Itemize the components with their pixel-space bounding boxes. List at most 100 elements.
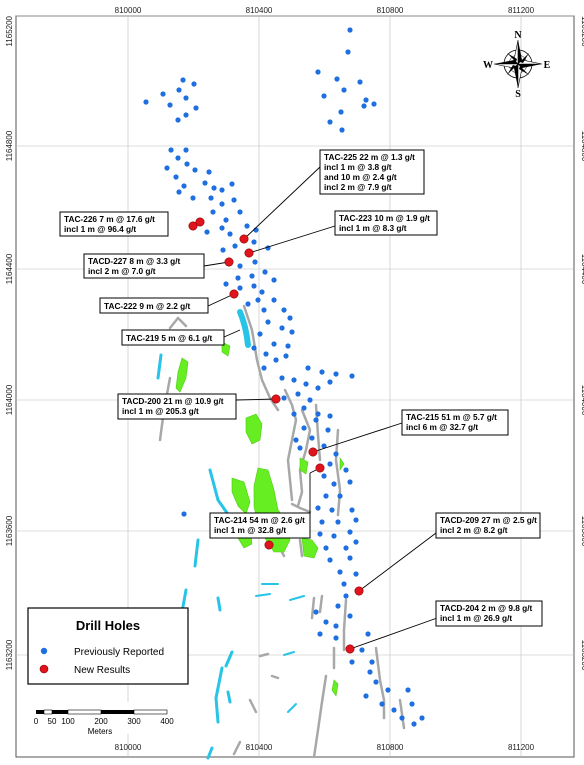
- new-hole-tac-215: [308, 447, 318, 457]
- drill-hole-marker: [283, 353, 289, 359]
- drill-hole-marker: [190, 195, 196, 201]
- drill-hole-marker: [409, 701, 415, 707]
- drill-hole-marker: [321, 443, 327, 449]
- svg-text:incl 6 m @ 32.7 g/t: incl 6 m @ 32.7 g/t: [406, 422, 478, 432]
- drill-hole-marker: [339, 127, 345, 133]
- drill-hole-marker: [223, 281, 229, 287]
- svg-text:TAC-222 9 m @ 2.2 g/t: TAC-222 9 m @ 2.2 g/t: [104, 301, 191, 311]
- svg-text:TAC-225 22 m @ 1.3 g/t: TAC-225 22 m @ 1.3 g/t: [324, 152, 415, 162]
- drill-hole-marker: [341, 581, 347, 587]
- drill-hole-marker: [229, 181, 235, 187]
- drill-hole-marker: [335, 603, 341, 609]
- drill-hole-marker: [367, 669, 373, 675]
- drill-hole-marker: [168, 147, 174, 153]
- compass-w: W: [483, 60, 493, 71]
- drill-hole-marker: [289, 329, 295, 335]
- x-label-bottom-4: 811200: [508, 743, 535, 752]
- drill-hole-marker: [333, 451, 339, 457]
- drill-hole-marker: [319, 369, 325, 375]
- y-label-right-3: 1164400: [580, 254, 584, 285]
- drill-hole-marker: [202, 180, 208, 186]
- drill-hole-marker: [327, 413, 333, 419]
- svg-text:incl 2 m @ 7.9 g/t: incl 2 m @ 7.9 g/t: [324, 182, 392, 192]
- drill-hole-marker: [347, 555, 353, 561]
- drill-hole-marker: [164, 165, 170, 171]
- drill-hole-marker: [331, 481, 337, 487]
- svg-text:TACD-227 8 m @ 3.3 g/t: TACD-227 8 m @ 3.3 g/t: [88, 256, 181, 266]
- new-hole-tacd-200: [271, 394, 281, 404]
- drill-hole-marker: [175, 117, 181, 123]
- drill-hole-marker: [244, 223, 250, 229]
- svg-text:TAC-214 54 m @ 2.6 g/t: TAC-214 54 m @ 2.6 g/t: [214, 515, 305, 525]
- drill-hole-marker: [307, 397, 313, 403]
- drill-hole-marker: [167, 102, 173, 108]
- drill-hole-marker: [327, 379, 333, 385]
- svg-text:300: 300: [127, 717, 141, 726]
- compass-s: S: [515, 89, 521, 100]
- drill-hole-marker: [323, 493, 329, 499]
- callout-tac-222: TAC-222 9 m @ 2.2 g/t: [99, 297, 209, 314]
- drill-hole-marker: [262, 269, 268, 275]
- drill-hole-marker: [317, 531, 323, 537]
- drill-hole-marker: [183, 95, 189, 101]
- drill-hole-marker: [223, 217, 229, 223]
- new-hole-tac-214-b: [315, 463, 325, 473]
- drill-hole-marker: [143, 99, 149, 105]
- legend-label-previous: Previously Reported: [74, 647, 164, 658]
- drill-hole-marker: [338, 109, 344, 115]
- y-label-right-5: 1163600: [580, 516, 584, 547]
- drill-hole-marker: [208, 195, 214, 201]
- svg-text:0: 0: [34, 717, 39, 726]
- svg-text:TACD-204 2 m @ 9.8 g/t: TACD-204 2 m @ 9.8 g/t: [440, 603, 533, 613]
- drill-hole-marker: [271, 297, 277, 303]
- drill-hole-marker: [291, 377, 297, 383]
- drill-hole-marker: [327, 119, 333, 125]
- drill-hole-marker: [291, 411, 297, 417]
- drill-hole-marker: [353, 539, 359, 545]
- new-hole-tacd-227: [224, 257, 234, 267]
- callout-tacd-209: TACD-209 27 m @ 2.5 g/t incl 2 m @ 8.2 g…: [435, 512, 541, 539]
- drill-hole-marker: [347, 613, 353, 619]
- drill-hole-marker: [259, 289, 265, 295]
- drill-hole-marker: [232, 243, 238, 249]
- drill-hole-marker: [281, 307, 287, 313]
- x-label-bottom-3: 810800: [377, 743, 404, 752]
- x-label-top-4: 811200: [508, 6, 535, 15]
- drill-hole-marker: [173, 174, 179, 180]
- drill-hole-marker: [183, 147, 189, 153]
- legend: Drill Holes Previously Reported New Resu…: [27, 607, 189, 685]
- drill-hole-marker: [184, 161, 190, 167]
- drill-hole-marker: [315, 385, 321, 391]
- drill-hole-marker: [271, 341, 277, 347]
- drill-hole-marker: [315, 505, 321, 511]
- svg-text:TAC-219 5 m @ 6.1 g/t: TAC-219 5 m @ 6.1 g/t: [126, 333, 213, 343]
- drill-hole-marker: [343, 467, 349, 473]
- x-label-bottom-1: 810000: [115, 743, 142, 752]
- drill-hole-marker: [385, 687, 391, 693]
- drill-hole-marker: [305, 365, 311, 371]
- drill-hole-marker: [321, 473, 327, 479]
- drill-hole-marker: [323, 619, 329, 625]
- svg-text:400: 400: [160, 717, 174, 726]
- drill-hole-marker: [334, 76, 340, 82]
- drill-hole-marker: [181, 511, 187, 517]
- svg-text:100: 100: [61, 717, 75, 726]
- y-label-right-4: 1164000: [580, 385, 584, 416]
- drill-hole-marker: [183, 112, 189, 118]
- previously-reported-holes: [143, 27, 425, 727]
- drill-hole-marker: [252, 259, 258, 265]
- callout-tacd-200: TACD-200 21 m @ 10.9 g/t incl 1 m @ 205.…: [117, 393, 237, 420]
- drill-hole-marker: [391, 707, 397, 713]
- legend-marker-new: [39, 664, 49, 674]
- drill-hole-marker: [363, 693, 369, 699]
- drill-hole-marker: [301, 425, 307, 431]
- drill-hole-marker: [343, 545, 349, 551]
- drill-hole-marker: [347, 529, 353, 535]
- drill-hole-marker: [193, 105, 199, 111]
- x-label-top-1: 810000: [115, 6, 142, 15]
- drill-hole-marker: [251, 239, 257, 245]
- new-hole-tacd-209: [354, 586, 364, 596]
- svg-text:TACD-209 27 m @ 2.5 g/t: TACD-209 27 m @ 2.5 g/t: [440, 515, 537, 525]
- svg-text:incl 1 m @ 32.8 g/t: incl 1 m @ 32.8 g/t: [214, 525, 286, 535]
